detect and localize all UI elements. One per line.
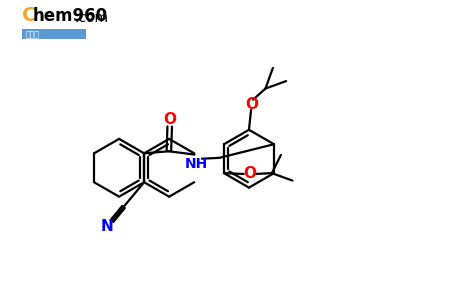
Text: N: N [100, 219, 113, 234]
Text: O: O [163, 112, 176, 127]
FancyBboxPatch shape [22, 29, 86, 39]
Text: O: O [244, 166, 256, 181]
Text: NH: NH [184, 157, 208, 171]
Text: .com: .com [75, 11, 109, 25]
Text: 化工网: 化工网 [25, 30, 39, 39]
Text: O: O [246, 97, 258, 112]
Text: C: C [22, 6, 36, 25]
Text: hem960: hem960 [33, 7, 108, 25]
